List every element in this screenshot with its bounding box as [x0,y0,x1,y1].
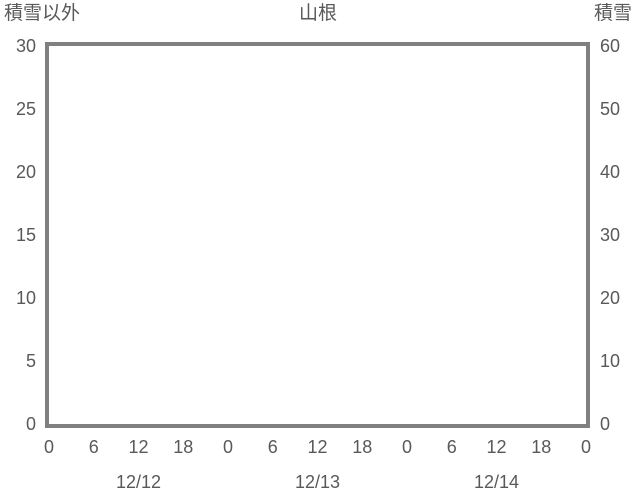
chart-header: 積雪以外 山根 積雪 [0,0,636,30]
y2-axis-tick-label: 60 [600,36,621,56]
plot-frame [45,42,590,428]
x-axis-date-labels: 12/12 12/13 12/14 [0,470,636,498]
x-axis-hour-labels: 0 6 12 18 0 6 12 18 0 6 12 18 0 [0,436,636,462]
x-axis-tick-label: 18 [352,437,373,457]
y-axis-tick-label: 20 [15,162,36,182]
x-axis-tick-label: 6 [88,437,99,457]
x-axis-tick-label: 0 [222,437,234,457]
y2-axis-tick-label: 30 [600,225,621,245]
y2-axis-tick-label: 0 [600,414,611,434]
y2-axis-tick-label: 50 [600,99,621,119]
y-axis-tick-label: 10 [15,288,36,308]
x-axis-tick-label: 6 [446,437,457,457]
y-axis-tick-label: 0 [25,414,36,434]
left-axis-title: 積雪以外 [4,3,81,24]
y-axis-tick-label: 30 [15,36,36,56]
x-axis-tick-label: 18 [173,437,194,457]
x-axis-date-label: 12/13 [294,472,341,492]
right-y-axis-labels: 0 10 20 30 40 50 60 [592,0,636,501]
x-axis-tick-label: 12 [307,437,328,457]
y-axis-tick-label: 5 [25,351,36,371]
y2-axis-tick-label: 40 [600,162,621,182]
x-axis-date-label: 12/14 [473,472,520,492]
x-axis-tick-label: 18 [531,437,552,457]
y2-axis-tick-label: 20 [600,288,621,308]
x-axis-tick-label: 12 [486,437,507,457]
page-title: 山根 [298,3,337,24]
x-axis-tick-label: 0 [43,437,55,457]
y2-axis-tick-label: 10 [600,351,621,371]
x-axis-tick-label: 0 [580,437,592,457]
y-axis-tick-label: 15 [15,225,36,245]
plot-area [45,42,590,428]
x-axis-tick-label: 12 [128,437,149,457]
left-y-axis-labels: 0 5 10 15 20 25 30 [0,0,44,501]
x-axis-date-label: 12/12 [115,472,162,492]
y-axis-tick-label: 25 [15,99,36,119]
x-axis-tick-label: 6 [267,437,278,457]
x-axis-tick-label: 0 [401,437,413,457]
right-axis-title: 積雪 [593,3,632,24]
